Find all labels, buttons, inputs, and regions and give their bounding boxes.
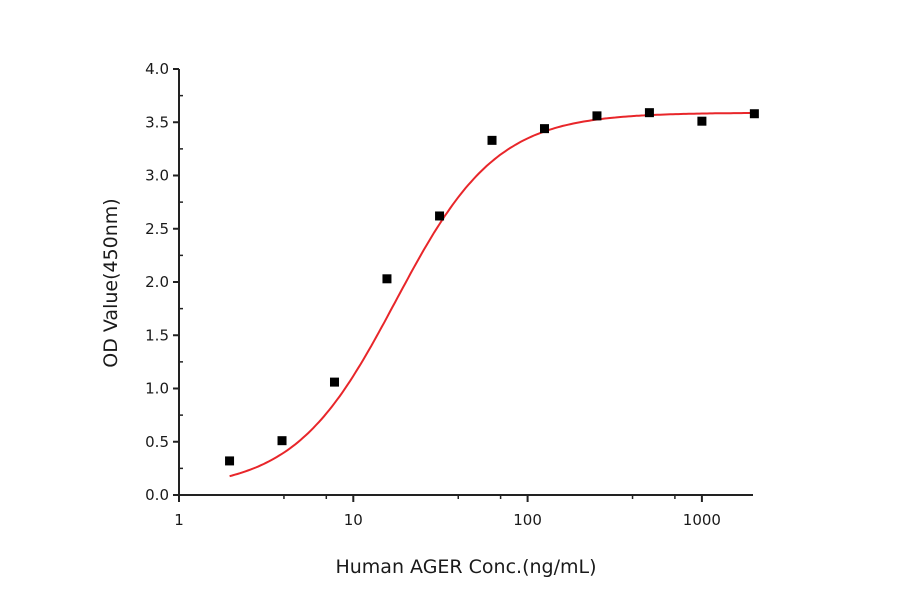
y-tick-label: 3.5 — [145, 113, 169, 131]
x-tick-label: 1000 — [683, 511, 721, 529]
y-axis: 0.0 0.5 1.0 1.5 2.0 2.5 3.0 3.5 4.0 — [145, 60, 183, 504]
y-tick-label: 4.0 — [145, 60, 169, 78]
y-tick-label: 1.0 — [145, 380, 169, 398]
fit-curve — [229, 112, 755, 478]
y-tick-label: 0.5 — [145, 433, 169, 451]
x-tick-label: 100 — [513, 511, 542, 529]
x-axis-title: Human AGER Conc.(ng/mL) — [335, 556, 596, 578]
y-tick-label: 3.0 — [145, 167, 169, 185]
y-tick-label: 2.5 — [145, 220, 169, 238]
data-point — [277, 436, 287, 446]
plot-area — [225, 108, 759, 478]
y-tick-label: 1.5 — [145, 326, 169, 344]
data-point — [382, 274, 392, 284]
data-point — [329, 377, 339, 387]
data-point — [592, 111, 602, 121]
data-point — [749, 109, 759, 119]
data-point — [225, 456, 235, 466]
x-tick-label: 10 — [344, 511, 363, 529]
data-point — [697, 116, 707, 126]
y-axis-title: OD Value(450nm) — [100, 198, 122, 367]
data-point — [435, 211, 445, 221]
x-axis: 1 10 100 1000 — [174, 494, 753, 529]
y-tick-label: 0.0 — [145, 486, 169, 504]
y-tick-label: 2.0 — [145, 273, 169, 291]
data-point — [539, 124, 549, 134]
data-point — [487, 135, 497, 145]
data-point — [644, 108, 654, 118]
x-tick-label: 1 — [174, 511, 184, 529]
